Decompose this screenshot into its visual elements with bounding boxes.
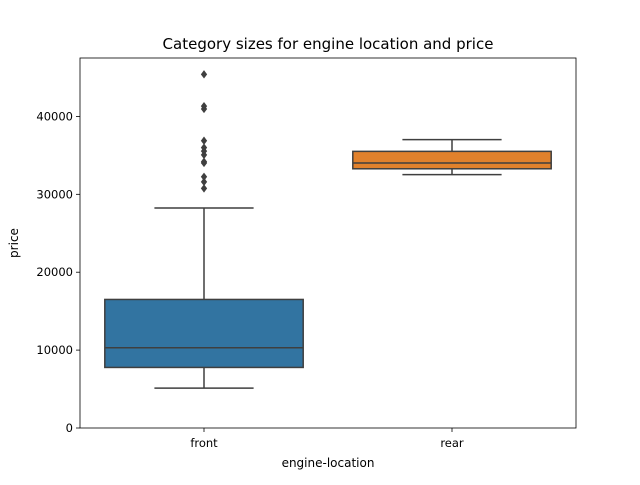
y-axis: 0 10000 20000 30000 40000: [36, 109, 80, 435]
x-axis: front rear: [190, 428, 464, 450]
y-axis-label: price: [7, 228, 21, 258]
y-tick-label: 10000: [36, 343, 73, 357]
iqr-box: [104, 298, 304, 369]
iqr-box: [352, 150, 552, 170]
plot-area: [104, 70, 552, 389]
outlier-point: [200, 101, 208, 111]
x-tick-label-rear: rear: [440, 436, 464, 450]
outlier-point: [200, 143, 208, 152]
box-group-rear: [352, 138, 552, 176]
outlier-point: [200, 184, 208, 193]
y-tick-label: 0: [66, 421, 73, 435]
y-tick-label: 40000: [36, 109, 73, 123]
outlier-point: [200, 157, 208, 166]
box-group-front: [104, 70, 304, 389]
outlier-point: [200, 172, 208, 181]
y-tick-label: 20000: [36, 265, 73, 279]
chart-title: Category sizes for engine location and p…: [163, 35, 494, 53]
x-axis-label: engine-location: [282, 456, 375, 470]
outlier-point: [200, 136, 208, 145]
plot-frame: [79, 57, 577, 429]
y-tick-label: 30000: [36, 187, 73, 201]
outlier-point: [200, 70, 208, 79]
x-tick-label-front: front: [190, 436, 218, 450]
outlier-point: [200, 177, 208, 187]
